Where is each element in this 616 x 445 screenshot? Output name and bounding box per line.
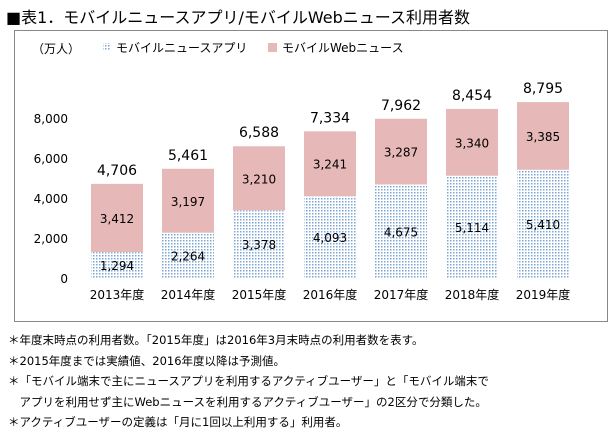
bar-web bbox=[446, 108, 498, 176]
bar-web bbox=[375, 118, 427, 185]
data-label-app: 1,294 bbox=[100, 259, 134, 273]
legend-label-app: モバイルニュースアプリ bbox=[116, 41, 247, 55]
bar-app bbox=[446, 175, 498, 278]
total-label: 7,962 bbox=[381, 98, 421, 114]
x-tick-label: 2014年度 bbox=[161, 287, 216, 302]
x-tick-label: 2016年度 bbox=[303, 287, 358, 302]
data-label-web: 3,340 bbox=[455, 136, 489, 150]
footnote: ＊2015年度までは実績値、2016年度以降は予測値。 bbox=[8, 353, 286, 368]
y-tick-label: 4,000 bbox=[34, 192, 68, 206]
legend-swatch-app bbox=[103, 43, 110, 50]
x-tick-label: 2019年度 bbox=[516, 287, 571, 302]
y-unit-label: （万人） bbox=[32, 42, 80, 56]
legend-label-web: モバイルWebニュース bbox=[282, 41, 404, 55]
bar-web bbox=[304, 131, 356, 197]
total-label: 8,454 bbox=[452, 88, 492, 104]
x-tick-label: 2015年度 bbox=[232, 287, 287, 302]
bar-app bbox=[517, 169, 569, 278]
bar-app bbox=[91, 252, 143, 278]
data-label-web: 3,287 bbox=[384, 146, 418, 160]
bar-web bbox=[233, 146, 285, 211]
bar-web bbox=[91, 183, 143, 253]
footnote: ＊「モバイル端末で主にニュースアプリを利用するアクティブユーザー」と「モバイル端… bbox=[8, 374, 489, 388]
data-label-app: 5,114 bbox=[455, 221, 489, 235]
data-label-app: 5,410 bbox=[526, 218, 560, 232]
data-label-web: 3,412 bbox=[100, 212, 134, 226]
data-label-app: 3,378 bbox=[242, 238, 276, 252]
y-tick-label: 6,000 bbox=[34, 152, 68, 166]
data-label-web: 3,210 bbox=[242, 172, 276, 186]
chart-frame bbox=[14, 30, 608, 322]
data-label-app: 4,093 bbox=[313, 231, 347, 245]
x-tick-label: 2018年度 bbox=[445, 287, 500, 302]
footnote: アプリを利用せず主にWebニュースを利用するアクティブユーザー」の2区分で分類し… bbox=[8, 394, 487, 409]
bar-web bbox=[517, 102, 569, 170]
y-tick-label: 0 bbox=[60, 272, 68, 286]
y-tick-label: 2,000 bbox=[34, 232, 68, 246]
bar-web bbox=[162, 168, 214, 233]
total-label: 5,461 bbox=[168, 148, 208, 164]
x-tick-label: 2017年度 bbox=[374, 287, 429, 302]
total-label: 8,795 bbox=[523, 81, 563, 97]
chart-title: ■表1．モバイルニュースアプリ/モバイルWebニュース利用者数 bbox=[6, 8, 470, 27]
footnote: ＊年度末時点の利用者数。「2015年度」は2016年3月末時点の利用者数を表す。 bbox=[8, 333, 424, 347]
data-label-web: 3,197 bbox=[171, 195, 205, 209]
data-label-app: 2,264 bbox=[171, 249, 205, 263]
data-label-app: 4,675 bbox=[384, 225, 418, 239]
bar-app bbox=[233, 210, 285, 278]
total-label: 6,588 bbox=[239, 125, 279, 141]
legend-swatch-web bbox=[268, 43, 277, 52]
total-label: 7,334 bbox=[310, 110, 350, 126]
footnote: ＊アクティブユーザーの定義は「月に1回以上利用する」利用者。 bbox=[8, 415, 348, 429]
bar-app bbox=[304, 196, 356, 278]
x-tick-label: 2013年度 bbox=[90, 287, 145, 302]
y-tick-label: 8,000 bbox=[34, 112, 68, 126]
bar-app bbox=[162, 232, 214, 278]
stacked-bar-chart: （万人） モバイルニュースアプリ モバイルWebニュース 0 2,000 4,000 6,0… bbox=[32, 41, 571, 302]
bar-app bbox=[375, 184, 427, 278]
data-label-web: 3,241 bbox=[313, 158, 347, 172]
footnotes: ＊年度末時点の利用者数。「2015年度」は2016年3月末時点の利用者数を表す。… bbox=[8, 330, 489, 433]
data-label-web: 3,385 bbox=[526, 130, 560, 144]
total-label: 4,706 bbox=[97, 163, 137, 179]
